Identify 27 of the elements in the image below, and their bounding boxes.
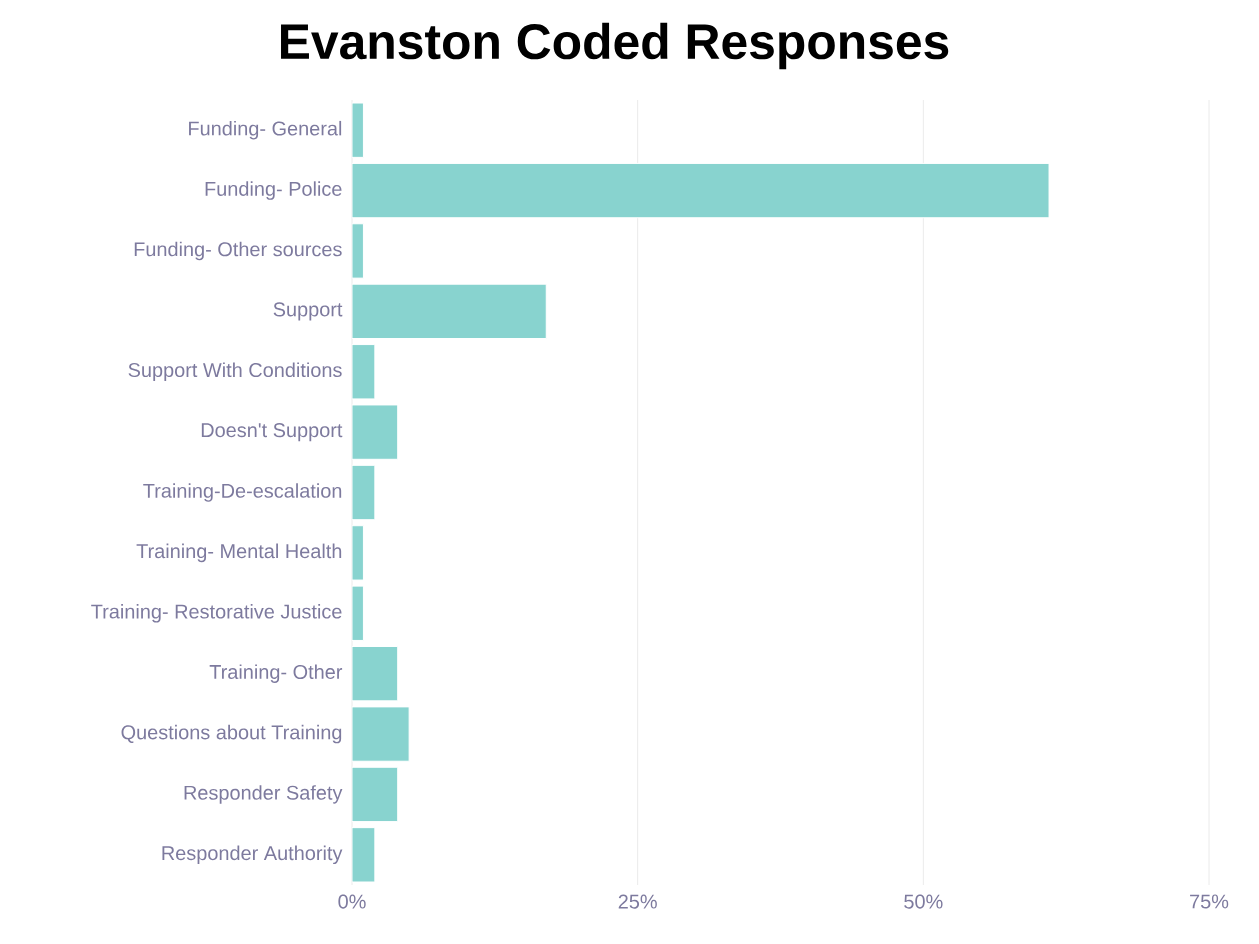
y-tick-label: Training- Restorative Justice	[91, 603, 342, 623]
y-tick-label: Training- Other	[209, 664, 343, 683]
bar	[352, 645, 399, 702]
bar	[352, 766, 399, 823]
x-tick-label: 50%	[904, 894, 943, 909]
y-tick-label: Support With Conditions	[128, 362, 342, 382]
y-tick-label: Responder Authority	[162, 845, 343, 865]
bar	[352, 464, 376, 521]
y-tick-label: Responder Safety	[184, 785, 343, 804]
chart-title: Evanston Coded Responses	[281, 22, 949, 70]
y-tick-label: Funding- Other sources	[134, 241, 342, 261]
bar	[352, 827, 376, 883]
bar	[352, 162, 1050, 219]
x-tick-label: 75%	[1190, 894, 1229, 909]
x-tick-label: 25%	[618, 894, 657, 909]
x-tick-label: 0%	[338, 894, 366, 909]
bar	[352, 706, 410, 762]
y-tick-label: Training-De-escalation	[143, 483, 342, 502]
y-tick-label: Support	[273, 302, 343, 321]
y-tick-label: Funding- General	[189, 120, 342, 140]
y-tick-label: Doesn't Support	[201, 423, 343, 442]
bar	[352, 344, 376, 400]
y-tick-label: Questions about Training	[121, 724, 342, 744]
bar	[352, 404, 399, 460]
y-tick-label: Funding- Police	[205, 181, 342, 200]
bar	[352, 283, 547, 340]
y-tick-label: Training- Mental Health	[136, 543, 342, 563]
